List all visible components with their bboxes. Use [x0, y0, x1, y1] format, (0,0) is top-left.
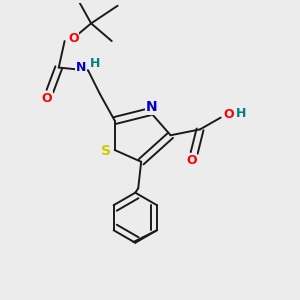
Text: N: N [76, 61, 86, 74]
Text: N: N [146, 100, 157, 114]
Text: H: H [236, 107, 246, 120]
Text: H: H [90, 57, 101, 70]
Text: O: O [224, 108, 234, 121]
Text: O: O [68, 32, 79, 45]
Text: S: S [101, 145, 111, 158]
Text: O: O [186, 154, 196, 167]
Text: O: O [42, 92, 52, 105]
